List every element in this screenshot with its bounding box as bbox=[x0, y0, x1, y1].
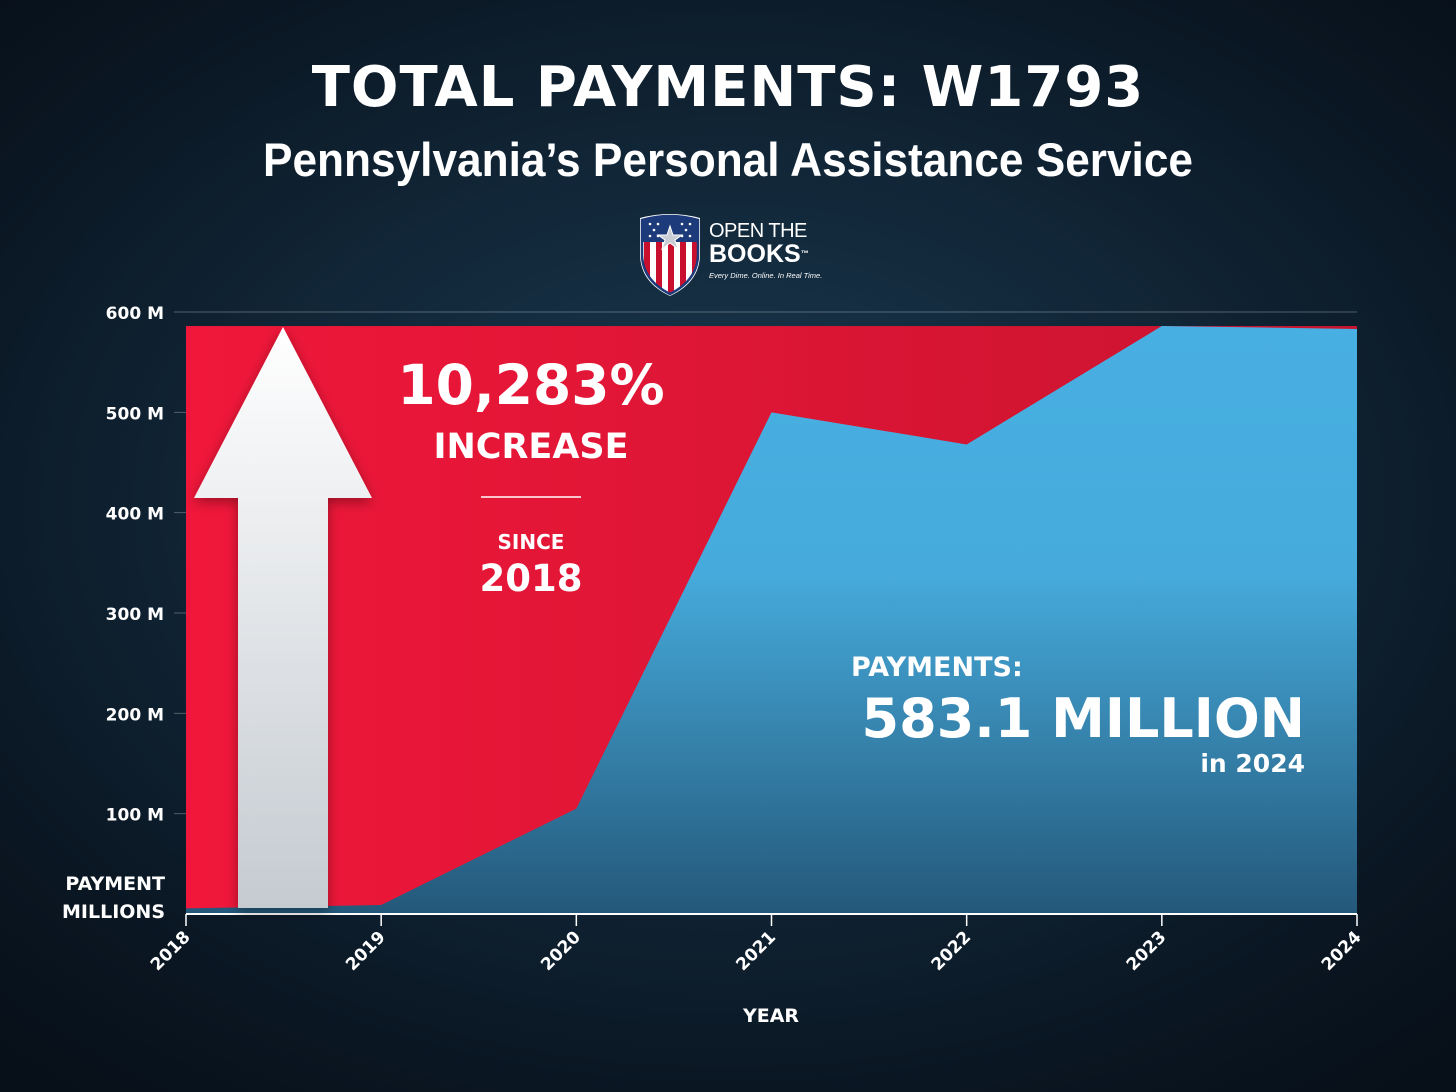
logo-trademark: ™ bbox=[800, 249, 809, 258]
logo-books-text: BOOKS bbox=[709, 240, 801, 268]
payments-year: in 2024 bbox=[1200, 749, 1305, 778]
y-tick-label: 500 M bbox=[106, 404, 164, 424]
x-tick-label: 2022 bbox=[928, 927, 976, 975]
payments-label: PAYMENTS: bbox=[851, 652, 1023, 683]
y-axis-label-line-1: PAYMENT bbox=[65, 873, 165, 895]
open-the-books-logo: OPEN THE BOOKS™ Every Dime. Online. In R… bbox=[638, 214, 838, 296]
since-year: 2018 bbox=[480, 557, 583, 600]
logo-line-1: OPEN THE bbox=[709, 220, 807, 242]
increase-value: 10,283% bbox=[397, 353, 664, 417]
x-axis-label: YEAR bbox=[742, 1005, 799, 1027]
payments-area bbox=[186, 326, 1357, 915]
chart-title: TOTAL PAYMENTS: W1793 bbox=[311, 55, 1145, 120]
y-tick-label: 100 M bbox=[106, 806, 164, 826]
y-axis-label-line-2: MILLIONS bbox=[62, 901, 165, 923]
x-tick-label: 2020 bbox=[537, 927, 585, 975]
up-arrow-icon bbox=[194, 327, 372, 908]
y-tick-label: 300 M bbox=[106, 605, 164, 625]
y-tick-label: 200 M bbox=[106, 705, 164, 725]
chart-subtitle: Pennsylvania’s Personal Assistance Servi… bbox=[263, 133, 1193, 186]
logo-tagline: Every Dime. Online. In Real Time. bbox=[709, 271, 823, 280]
payments-value: 583.1 MILLION bbox=[862, 687, 1305, 750]
logo-line-2: BOOKS™ bbox=[709, 240, 809, 268]
y-tick-label: 600 M bbox=[106, 304, 164, 324]
x-tick-label: 2019 bbox=[342, 927, 390, 975]
since-label: SINCE bbox=[498, 530, 565, 554]
shield-flag-icon bbox=[640, 214, 700, 296]
x-axis-ticks: 2018 2019 2020 2021 2022 2023 2024 bbox=[147, 914, 1366, 975]
y-tick-label: 400 M bbox=[106, 505, 164, 525]
x-tick-label: 2024 bbox=[1318, 927, 1366, 975]
x-tick-label: 2021 bbox=[732, 927, 780, 975]
increase-label: INCREASE bbox=[433, 427, 628, 467]
x-tick-label: 2018 bbox=[147, 927, 195, 975]
y-axis-tick-labels: 100 M 200 M 300 M 400 M 500 M 600 M bbox=[106, 304, 164, 826]
x-tick-label: 2023 bbox=[1123, 927, 1171, 975]
